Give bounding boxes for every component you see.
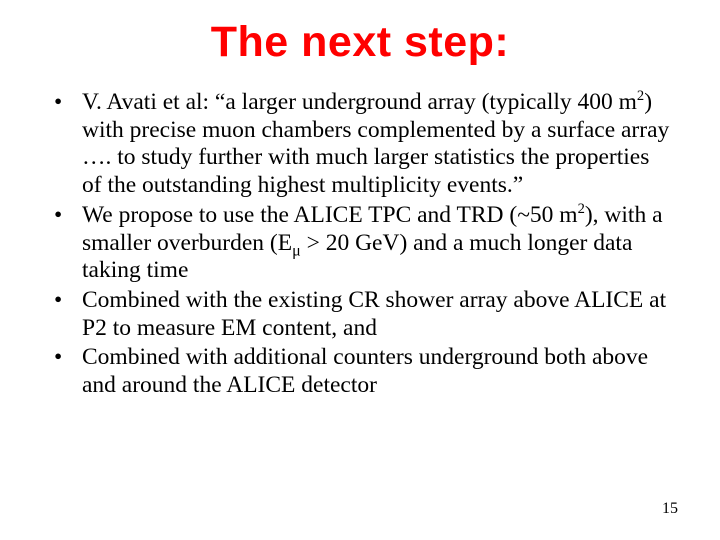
- slide-container: The next step: V. Avati et al: “a larger…: [0, 0, 720, 540]
- bullet-text: Combined with the existing CR shower arr…: [82, 287, 666, 341]
- bullet-list: V. Avati et al: “a larger underground ar…: [48, 89, 672, 400]
- bullet-item: Combined with additional counters underg…: [82, 344, 672, 399]
- bullet-item: V. Avati et al: “a larger underground ar…: [82, 89, 672, 200]
- bullet-text: V. Avati et al: “a larger underground ar…: [82, 89, 637, 115]
- bullet-text: Combined with additional counters underg…: [82, 344, 648, 398]
- bullet-item: We propose to use the ALICE TPC and TRD …: [82, 202, 672, 285]
- bullet-text: We propose to use the ALICE TPC and TRD …: [82, 202, 578, 228]
- slide-title: The next step:: [48, 18, 672, 67]
- bullet-item: Combined with the existing CR shower arr…: [82, 287, 672, 342]
- superscript: 2: [578, 201, 585, 217]
- subscript: μ: [292, 242, 301, 259]
- page-number: 15: [662, 500, 678, 518]
